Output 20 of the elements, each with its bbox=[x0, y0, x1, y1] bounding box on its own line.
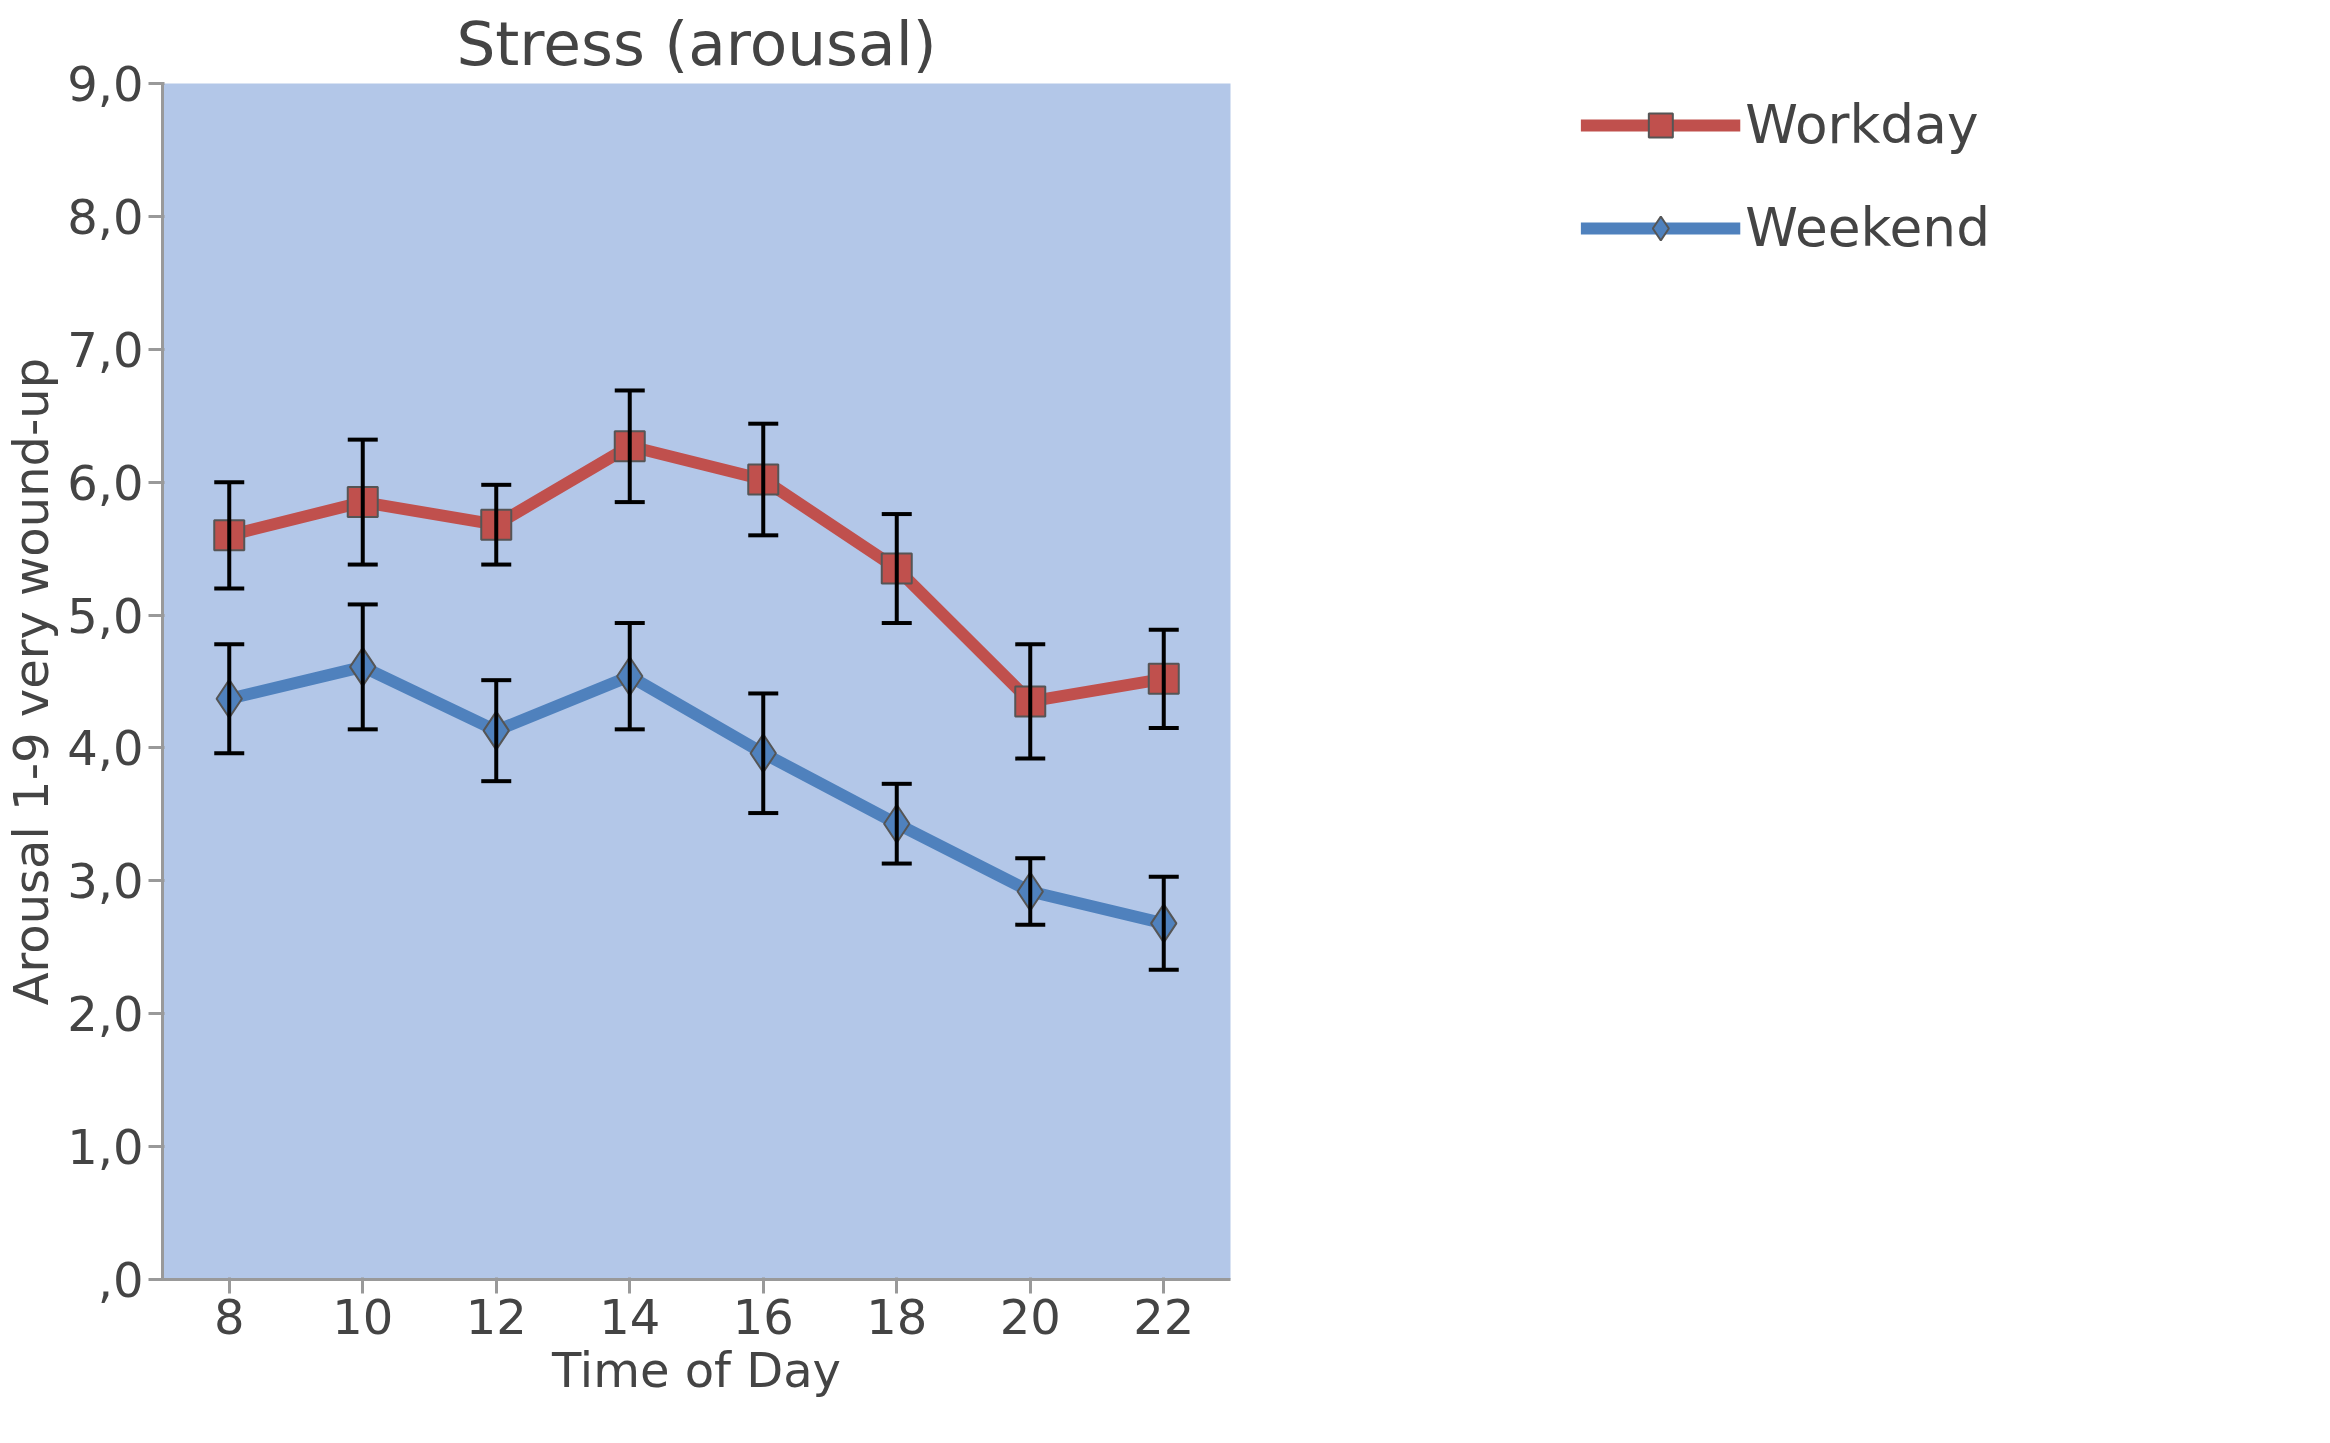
chart-title: Stress (arousal) bbox=[456, 7, 937, 79]
x-tick-label: 10 bbox=[332, 1288, 394, 1345]
y-tick-label: 7,0 bbox=[67, 321, 144, 378]
y-tick-label: 6,0 bbox=[67, 454, 144, 511]
x-tick-label: 20 bbox=[999, 1288, 1061, 1345]
x-tick-label: 18 bbox=[866, 1288, 928, 1345]
legend-label: Weekend bbox=[1745, 196, 1990, 259]
legend-label: Workday bbox=[1745, 93, 1979, 156]
y-tick-label: ,0 bbox=[97, 1252, 144, 1308]
y-tick-label: 1,0 bbox=[67, 1119, 144, 1176]
y-tick-label: 2,0 bbox=[67, 986, 144, 1043]
y-axis-title: Arousal 1-9 very wound-up bbox=[3, 357, 60, 1006]
x-tick-label: 22 bbox=[1133, 1288, 1195, 1345]
x-tick-label: 8 bbox=[213, 1288, 245, 1345]
y-tick-label: 9,0 bbox=[67, 56, 144, 112]
y-tick-label: 5,0 bbox=[67, 587, 144, 644]
y-tick-label: 3,0 bbox=[67, 853, 144, 910]
y-tick-label: 4,0 bbox=[67, 720, 144, 777]
y-tick-label: 8,0 bbox=[67, 188, 144, 245]
x-tick-label: 12 bbox=[465, 1288, 527, 1345]
